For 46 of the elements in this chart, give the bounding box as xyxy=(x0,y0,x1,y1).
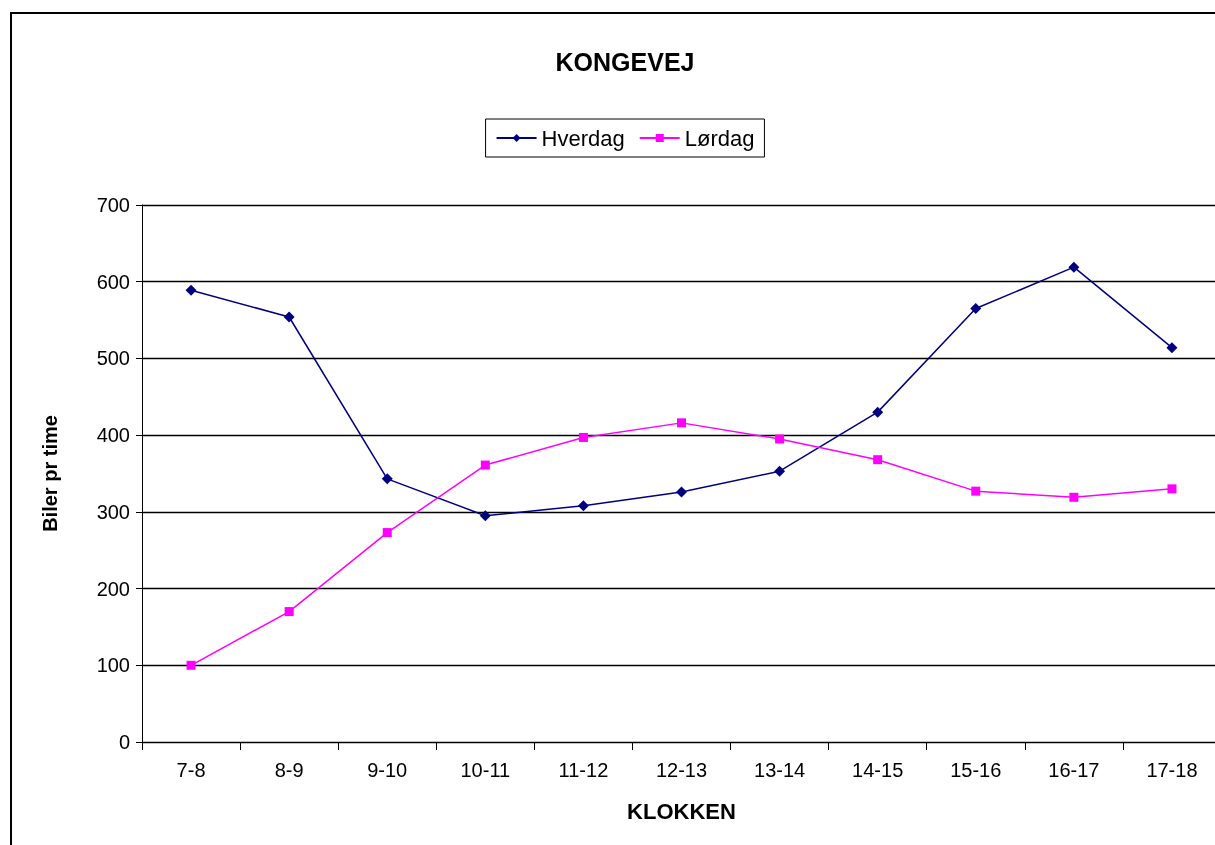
point xyxy=(775,434,785,444)
point xyxy=(970,303,982,315)
point xyxy=(971,486,981,496)
point xyxy=(1069,492,1079,502)
point xyxy=(1167,484,1177,494)
x-tick-label: 17-18 xyxy=(1146,759,1198,781)
point xyxy=(873,455,883,465)
y-tick-label: 400 xyxy=(96,424,130,447)
y-tick-label: 300 xyxy=(96,500,130,523)
point xyxy=(1166,342,1178,354)
y-tick-label: 500 xyxy=(96,347,130,370)
point xyxy=(186,660,196,670)
x-tick-label: 9-10 xyxy=(367,759,408,781)
point xyxy=(774,465,786,477)
x-tick-label: 13-14 xyxy=(754,759,806,781)
point xyxy=(480,460,490,470)
x-tick-label: 8-9 xyxy=(274,759,304,781)
x-tick-label: 14-15 xyxy=(852,759,904,781)
point xyxy=(284,607,294,617)
x-tick-label: 11-12 xyxy=(558,759,609,781)
point xyxy=(381,473,393,485)
legend-label: Hverdag xyxy=(541,125,625,151)
chart-title: KONGEVEJ xyxy=(555,47,695,76)
point xyxy=(577,500,589,512)
y-tick-label: 600 xyxy=(96,270,130,293)
y-tick-label: 100 xyxy=(96,654,130,677)
y-tick-label: 200 xyxy=(96,577,130,600)
y-tick-label: 700 xyxy=(96,194,130,216)
point xyxy=(479,510,491,522)
point xyxy=(872,406,884,418)
x-tick-label: 15-16 xyxy=(950,759,1002,781)
point xyxy=(382,528,392,538)
x-tick-label: 12-13 xyxy=(655,759,708,781)
y-tick-label: 0 xyxy=(118,731,130,753)
x-tick-label: 10-11 xyxy=(460,759,511,781)
x-axis-title: KLOKKEN xyxy=(627,798,736,824)
y-axis-title: Biler pr time xyxy=(39,415,61,532)
legend-label: Lørdag xyxy=(684,125,755,151)
point xyxy=(283,311,295,323)
point xyxy=(677,418,686,428)
point xyxy=(1068,261,1080,273)
point xyxy=(578,432,588,442)
point xyxy=(185,284,197,296)
x-tick-label: 16-17 xyxy=(1048,759,1100,781)
x-tick-label: 7-8 xyxy=(176,759,206,781)
point xyxy=(676,486,687,498)
